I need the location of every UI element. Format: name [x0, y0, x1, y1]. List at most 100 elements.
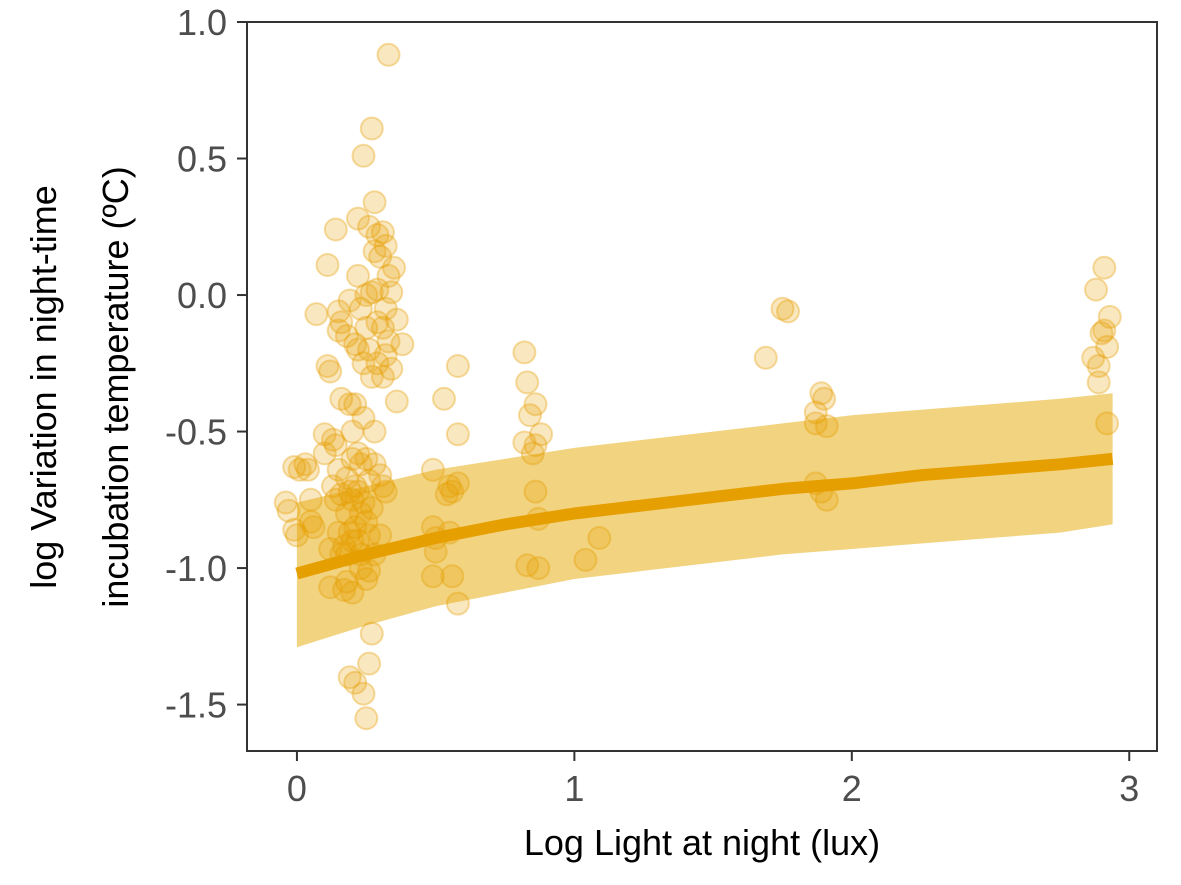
data-point: [1086, 370, 1111, 395]
x-tick-label: 1: [564, 768, 584, 809]
data-point: [343, 670, 368, 695]
data-point: [334, 324, 359, 348]
y-tick-label: -1.5: [165, 685, 227, 726]
data-point: [357, 337, 382, 362]
y-tick-label: -0.5: [165, 412, 227, 453]
data-point: [337, 479, 362, 504]
y-tick-label: 0.0: [177, 275, 227, 316]
data-point: [359, 280, 384, 305]
data-point: [329, 482, 354, 507]
data-point: [321, 474, 345, 499]
data-point: [343, 392, 368, 417]
data-point: [512, 430, 537, 455]
data-point: [346, 479, 370, 504]
data-point: [512, 340, 537, 365]
data-point: [312, 422, 337, 447]
data-point: [365, 277, 390, 302]
data-point: [776, 299, 800, 324]
data-point: [354, 446, 379, 471]
data-point: [368, 244, 393, 269]
data-point: [1092, 318, 1117, 343]
data-point: [273, 490, 298, 515]
data-point: [282, 455, 307, 479]
data-point: [370, 474, 395, 499]
data-point: [323, 217, 348, 242]
data-point: [318, 575, 343, 600]
data-point: [351, 351, 376, 376]
data-point: [337, 288, 362, 313]
data-point: [445, 354, 470, 378]
data-point: [326, 457, 351, 482]
data-point: [370, 220, 395, 245]
axes: 0 1 2 3 1.0 0.5 0.0 -0.5 -1.0 -1.5: [165, 2, 1158, 809]
data-point: [343, 515, 368, 540]
data-point: [296, 457, 320, 482]
data-point: [420, 564, 445, 589]
data-point: [1092, 255, 1117, 280]
data-point: [362, 419, 387, 444]
data-point: [368, 463, 393, 488]
data-point: [1089, 321, 1114, 346]
data-point: [354, 315, 379, 340]
data-point: [351, 405, 376, 430]
data-point: [803, 411, 828, 436]
data-point: [351, 681, 376, 706]
data-point: [362, 452, 387, 477]
y-tick-label: 0.5: [177, 139, 227, 180]
data-point: [373, 296, 398, 321]
data-point: [376, 42, 401, 67]
data-point: [382, 255, 406, 280]
data-point: [351, 490, 376, 515]
data-point: [420, 457, 445, 482]
data-point: [359, 364, 384, 389]
data-point: [346, 206, 370, 231]
data-point: [376, 329, 401, 354]
data-point: [803, 400, 828, 425]
data-point: [340, 580, 365, 605]
data-point: [329, 310, 354, 335]
data-point: [1095, 411, 1120, 436]
data-point: [321, 427, 345, 452]
data-point: [384, 389, 409, 414]
data-point: [348, 501, 373, 526]
data-point: [354, 283, 379, 307]
data-point: [384, 307, 409, 332]
data-point: [346, 441, 370, 466]
data-point: [753, 345, 778, 370]
data-point: [515, 370, 540, 395]
data-point: [334, 569, 359, 594]
data-point: [312, 441, 337, 466]
data-point: [770, 296, 795, 321]
x-tick-label: 2: [842, 768, 862, 809]
data-point: [1081, 345, 1106, 370]
data-point: [445, 591, 470, 616]
data-point: [373, 479, 398, 504]
data-point: [340, 446, 365, 471]
data-point: [359, 116, 384, 141]
data-point: [359, 621, 384, 646]
x-axis-title: Log Light at night (lux): [524, 822, 880, 863]
data-point: [354, 509, 379, 534]
data-point: [370, 315, 395, 340]
data-point: [315, 354, 340, 378]
data-point: [587, 526, 612, 550]
data-point: [348, 452, 373, 477]
data-point: [351, 143, 376, 168]
data-point: [337, 392, 362, 417]
data-point: [337, 665, 362, 690]
data-point: [348, 296, 373, 321]
data-point: [357, 214, 382, 239]
plot-area: [273, 42, 1122, 731]
data-point: [365, 310, 390, 335]
data-point: [362, 239, 387, 264]
data-point: [523, 479, 548, 504]
data-point: [315, 253, 340, 277]
confidence-band: [296, 393, 1113, 648]
data-point: [812, 386, 837, 411]
data-point: [323, 487, 348, 512]
data-point: [298, 509, 323, 534]
data-point: [432, 386, 456, 411]
data-point: [515, 553, 540, 578]
y-tick-label: 1.0: [177, 2, 227, 43]
